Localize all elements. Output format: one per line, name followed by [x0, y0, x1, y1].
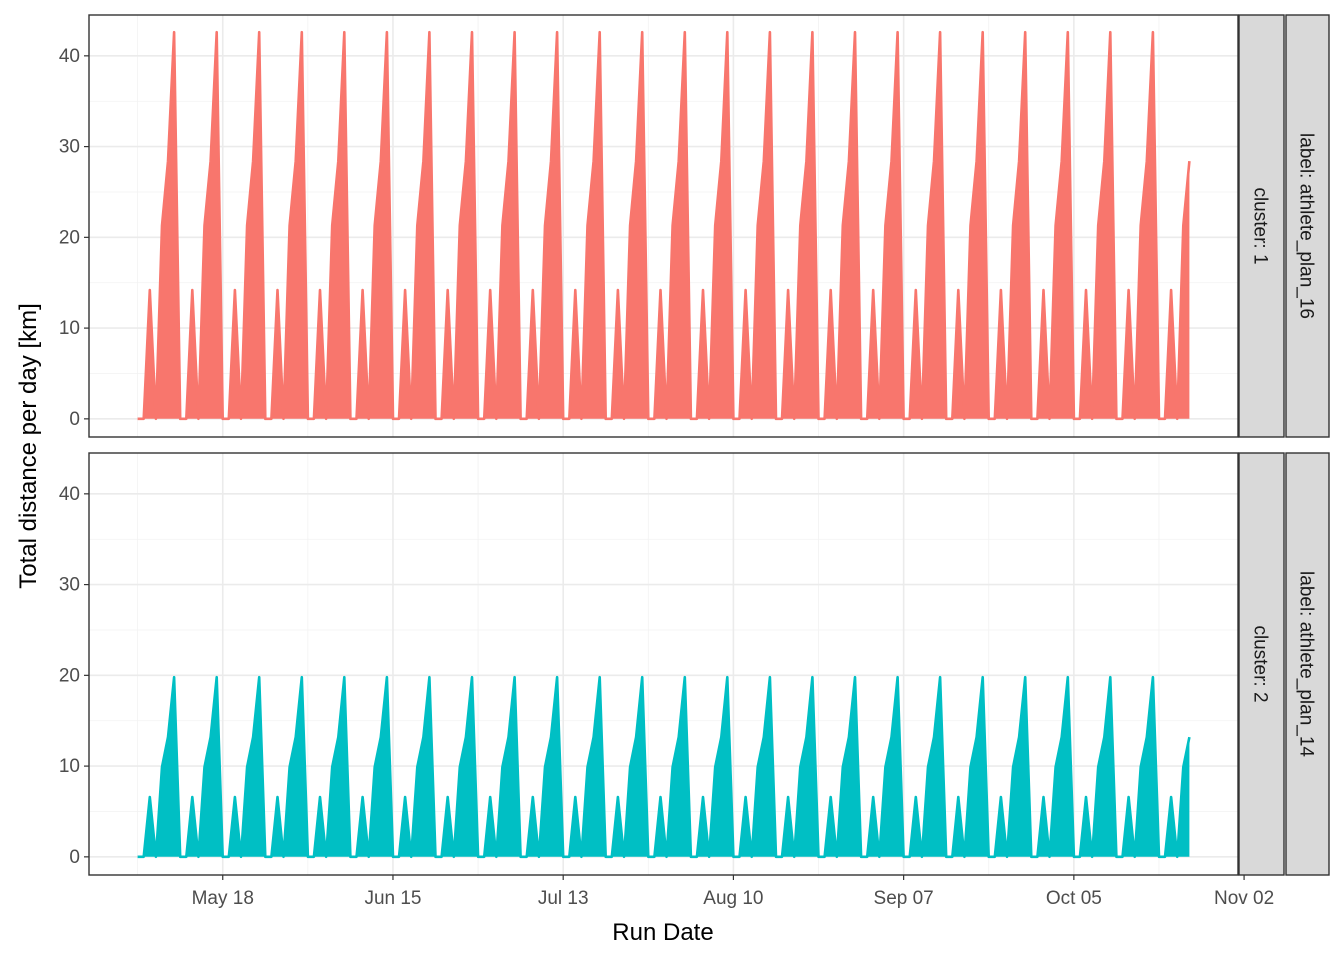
x-tick-label: Jul 13 — [538, 888, 589, 909]
panel-border — [88, 452, 1239, 876]
y-tick-label: 40 — [59, 484, 80, 505]
x-tick-label: Jun 15 — [364, 888, 421, 909]
y-tick-label: 0 — [69, 847, 80, 868]
series-area — [137, 677, 1190, 857]
series-line — [137, 30, 1191, 421]
series-area — [137, 32, 1190, 419]
panels-layer: 0 10 20 30 40 cluster: 1 label: athlete_plan_1… — [59, 14, 1330, 876]
y-tick-label: 30 — [59, 575, 80, 596]
strip-inner-label: cluster: 1 — [1250, 187, 1271, 264]
panel-border — [88, 14, 1239, 438]
series-line — [137, 675, 1191, 859]
y-tick-label: 10 — [59, 756, 80, 777]
strip-inner — [1238, 452, 1285, 876]
panel-1: 0 10 20 30 40 cluster: 1 label: athlete_plan_1… — [59, 14, 1330, 438]
y-tick-label: 40 — [59, 46, 80, 67]
y-tick-label: 10 — [59, 318, 80, 339]
y-tick-label: 0 — [69, 409, 80, 430]
x-tick-label: Nov 02 — [1214, 888, 1274, 909]
panel-2: 0 10 20 30 40 cluster: 2 label: athlete_plan_1… — [59, 452, 1330, 876]
x-tick-label: Sep 07 — [874, 888, 934, 909]
y-axis-title: Total distance per day [km] — [15, 303, 42, 588]
y-tick-label: 30 — [59, 137, 80, 158]
x-axis-title: Run Date — [612, 919, 713, 946]
y-tick-label: 20 — [59, 227, 80, 248]
y-tick-label: 20 — [59, 665, 80, 686]
panel-background — [89, 453, 1238, 875]
x-axis: May 18 Jun 15 Jul 13 Aug 10 Sep 07 Oct 05 Nov … — [192, 875, 1274, 909]
strip-inner — [1238, 14, 1285, 438]
x-tick-label: Oct 05 — [1046, 888, 1102, 909]
x-tick-label: May 18 — [192, 888, 254, 909]
strip-outer — [1285, 14, 1330, 438]
x-tick-label: Aug 10 — [703, 888, 763, 909]
strip-outer-label: label: athlete_plan_14 — [1296, 571, 1317, 757]
strip-outer-label: label: athlete_plan_16 — [1296, 133, 1317, 319]
strip-inner-label: cluster: 2 — [1250, 625, 1271, 702]
strip-outer — [1285, 452, 1330, 876]
